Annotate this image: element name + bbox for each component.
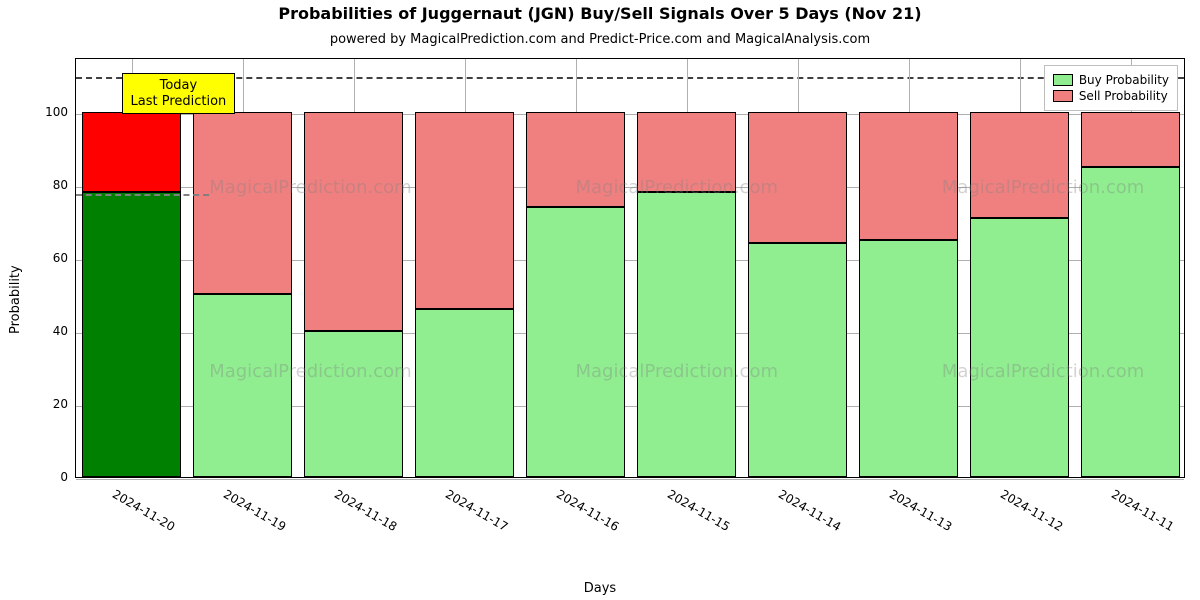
bar-group: [1081, 112, 1181, 477]
chart-container: Probabilities of Juggernaut (JGN) Buy/Se…: [0, 0, 1200, 600]
bar-group: [304, 112, 404, 477]
bar-buy: [193, 294, 293, 477]
bar-buy: [859, 240, 959, 477]
y-tick-label: 20: [53, 397, 76, 411]
bar-sell: [970, 112, 1070, 218]
today-callout: TodayLast Prediction: [122, 73, 236, 114]
legend-sell-label: Sell Probability: [1079, 89, 1168, 103]
y-tick-label: 100: [45, 105, 76, 119]
y-tick-label: 80: [53, 178, 76, 192]
chart-title: Probabilities of Juggernaut (JGN) Buy/Se…: [0, 4, 1200, 23]
bar-sell: [415, 112, 515, 309]
chart-subtitle: powered by MagicalPrediction.com and Pre…: [0, 32, 1200, 47]
x-axis-label: Days: [0, 581, 1200, 596]
y-tick-label: 0: [60, 470, 76, 484]
legend-buy: Buy Probability: [1053, 73, 1169, 87]
x-tick-label: 2024-11-14: [776, 487, 843, 534]
x-tick-label: 2024-11-11: [1109, 487, 1176, 534]
bar-group: [859, 112, 959, 477]
plot-area: 0204060801002024-11-202024-11-192024-11-…: [75, 58, 1185, 478]
y-tick-label: 40: [53, 324, 76, 338]
legend-buy-label: Buy Probability: [1079, 73, 1169, 87]
x-tick-label: 2024-11-17: [443, 487, 510, 534]
bar-buy: [526, 207, 626, 477]
callout-line2: Last Prediction: [131, 94, 227, 110]
bar-buy: [1081, 167, 1181, 477]
bar-buy: [304, 331, 404, 477]
x-tick-label: 2024-11-19: [221, 487, 288, 534]
bar-sell: [82, 112, 182, 192]
legend-sell-swatch: [1053, 90, 1073, 102]
x-tick-label: 2024-11-20: [110, 487, 177, 534]
bar-group: [970, 112, 1070, 477]
x-tick-label: 2024-11-12: [998, 487, 1065, 534]
bar-sell: [637, 112, 737, 192]
bar-sell: [1081, 112, 1181, 167]
bar-buy: [970, 218, 1070, 477]
bar-sell: [526, 112, 626, 207]
bar-buy: [637, 192, 737, 477]
bar-group: [415, 112, 515, 477]
bar-buy: [748, 243, 848, 477]
grid-horizontal: [76, 479, 1184, 480]
x-tick-label: 2024-11-18: [332, 487, 399, 534]
legend: Buy Probability Sell Probability: [1044, 65, 1178, 111]
bar-sell: [859, 112, 959, 240]
bar-group: [82, 112, 182, 477]
highlight-split-line: [76, 194, 209, 196]
bar-sell: [748, 112, 848, 243]
x-tick-label: 2024-11-13: [887, 487, 954, 534]
bar-group: [193, 112, 293, 477]
bar-group: [526, 112, 626, 477]
bar-buy: [82, 192, 182, 477]
callout-line1: Today: [131, 78, 227, 94]
x-tick-label: 2024-11-15: [665, 487, 732, 534]
y-axis-label: Probability: [8, 0, 23, 600]
bar-group: [637, 112, 737, 477]
bar-buy: [415, 309, 515, 477]
x-tick-label: 2024-11-16: [554, 487, 621, 534]
bar-group: [748, 112, 848, 477]
legend-sell: Sell Probability: [1053, 89, 1169, 103]
y-tick-label: 60: [53, 251, 76, 265]
bar-sell: [193, 112, 293, 295]
bar-sell: [304, 112, 404, 331]
legend-buy-swatch: [1053, 74, 1073, 86]
